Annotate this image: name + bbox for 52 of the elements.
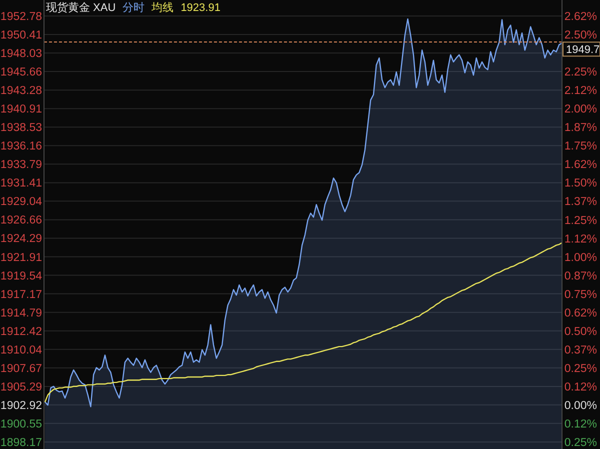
y-tick-label: 1936.16 bbox=[0, 140, 42, 153]
y-tick-label: 1929.04 bbox=[0, 196, 43, 208]
y2-tick-label: 1.00% bbox=[564, 252, 597, 264]
chart-title: 现货黄金 XAU bbox=[46, 1, 116, 14]
y2-tick-label: 0.37% bbox=[564, 344, 597, 356]
y2-tick-label: 2.50% bbox=[564, 30, 597, 42]
y-tick-label: 1950.41 bbox=[0, 29, 42, 42]
y-tick-label: 1931.41 bbox=[0, 178, 42, 190]
y2-tick-label: 1.62% bbox=[564, 159, 597, 172]
y-tick-label: 1900.55 bbox=[0, 418, 42, 430]
y2-tick-label: 1.25% bbox=[564, 214, 597, 227]
annotation: 1923.91 bbox=[180, 2, 220, 14]
y-tick-label: 1902.92 bbox=[0, 400, 42, 412]
text: 分时 bbox=[122, 1, 145, 14]
y-tick-label: 1914.79 bbox=[0, 307, 42, 320]
price-tag: 1949.7 bbox=[562, 42, 600, 57]
y2-tick-label: 1.12% bbox=[564, 233, 597, 246]
y2-tick-label: 2.00% bbox=[564, 104, 597, 116]
y-tick-label: 1938.53 bbox=[0, 122, 42, 134]
y2-tick-label: 1.50% bbox=[564, 178, 597, 190]
y2-tick-label: 1.87% bbox=[564, 122, 597, 134]
y2-tick-label: 0.87% bbox=[564, 270, 597, 282]
y2-tick-label: 2.62% bbox=[564, 11, 597, 24]
y2-tick-label: 0.00% bbox=[564, 400, 597, 412]
y2-tick-label: 0.25% bbox=[564, 437, 597, 449]
y2-tick-label: 0.75% bbox=[564, 288, 597, 301]
y2-tick-label: 2.25% bbox=[564, 66, 597, 79]
y-tick-label: 1921.91 bbox=[0, 252, 42, 264]
y-tick-label: 1943.28 bbox=[0, 85, 42, 98]
y-tick-label: 1907.67 bbox=[0, 362, 42, 375]
y2-tick-label: 0.25% bbox=[564, 362, 597, 375]
y2-tick-label: 1.37% bbox=[564, 196, 597, 208]
y-tick-label: 1917.17 bbox=[0, 288, 42, 301]
y2-tick-label: 0.12% bbox=[564, 381, 597, 394]
y-tick-label: 1924.29 bbox=[0, 233, 42, 246]
y2-tick-label: 1.75% bbox=[564, 140, 597, 153]
y2-tick-label: 0.12% bbox=[564, 418, 597, 431]
y-tick-label: 1945.66 bbox=[0, 66, 42, 79]
y-tick-label: 1933.79 bbox=[0, 159, 42, 172]
y-tick-label: 1898.17 bbox=[0, 436, 42, 449]
text: 均线 bbox=[150, 1, 174, 14]
y2-tick-label: 0.50% bbox=[564, 326, 597, 338]
y-tick-label: 1926.66 bbox=[0, 214, 42, 227]
y-tick-label: 1905.29 bbox=[0, 381, 42, 394]
y-tick-label: 1952.78 bbox=[0, 10, 42, 23]
y-tick-label: 1910.04 bbox=[0, 344, 43, 356]
y-tick-label: 1919.54 bbox=[0, 270, 43, 282]
y-tick-label: 1940.91 bbox=[0, 104, 42, 116]
y2-tick-label: 2.12% bbox=[564, 85, 597, 98]
y-tick-label: 1912.42 bbox=[0, 326, 42, 338]
y-tick-label: 1948.03 bbox=[0, 48, 42, 60]
y2-tick-label: 0.62% bbox=[564, 307, 597, 320]
